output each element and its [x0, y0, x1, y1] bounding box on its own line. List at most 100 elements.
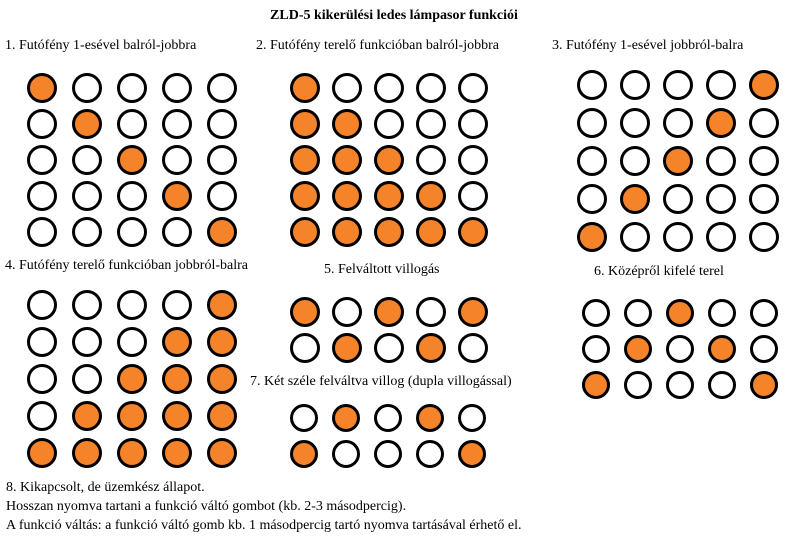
led-off: [458, 73, 488, 103]
led-off: [374, 404, 402, 432]
page-title: ZLD-5 kikerülési ledes lámpasor funkciói: [270, 8, 518, 23]
led-on: [207, 327, 237, 357]
led-on: [162, 327, 192, 357]
led-on: [332, 217, 362, 247]
led-off: [332, 73, 362, 103]
pattern-7-caption: 7. Két széle felváltva villog (dupla vil…: [250, 374, 512, 389]
led-off: [27, 327, 57, 357]
led-off: [162, 290, 192, 320]
led-on: [290, 217, 320, 247]
led-off: [624, 371, 652, 399]
led-off: [706, 70, 736, 100]
led-off: [663, 70, 693, 100]
led-off: [72, 327, 102, 357]
pattern-4-led-grid: [27, 290, 237, 468]
led-on: [458, 217, 488, 247]
led-off: [332, 297, 362, 327]
led-on: [749, 70, 779, 100]
led-off: [458, 109, 488, 139]
led-off: [582, 335, 610, 363]
led-on: [458, 440, 486, 468]
led-off: [27, 109, 57, 139]
led-off: [663, 222, 693, 252]
led-off: [162, 73, 192, 103]
led-on: [207, 438, 237, 468]
led-off: [708, 371, 736, 399]
led-off: [458, 181, 488, 211]
led-off: [416, 109, 446, 139]
led-off: [117, 181, 147, 211]
led-off: [577, 108, 607, 138]
led-off: [27, 145, 57, 175]
led-off: [416, 297, 446, 327]
led-on: [374, 181, 404, 211]
led-off: [458, 333, 488, 363]
led-on: [72, 438, 102, 468]
led-off: [577, 146, 607, 176]
led-on: [458, 297, 488, 327]
pattern-5-caption: 5. Felváltott villogás: [324, 262, 440, 277]
led-off: [117, 327, 147, 357]
led-on: [666, 299, 694, 327]
footer-line-3: A funkció váltás: a funkció váltó gomb k…: [6, 518, 522, 533]
led-off: [207, 145, 237, 175]
led-off: [706, 146, 736, 176]
led-off: [27, 181, 57, 211]
pattern-4-caption: 4. Futófény terelő funkcióban jobbról-ba…: [5, 258, 248, 273]
led-on: [332, 404, 360, 432]
pattern-2-caption: 2. Futófény terelő funkcióban balról-job…: [256, 38, 499, 53]
led-on: [624, 335, 652, 363]
led-on: [577, 222, 607, 252]
led-off: [577, 70, 607, 100]
led-off: [416, 440, 444, 468]
led-on: [207, 217, 237, 247]
led-off: [374, 73, 404, 103]
led-off: [27, 290, 57, 320]
led-off: [117, 290, 147, 320]
led-on: [582, 371, 610, 399]
led-off: [162, 145, 192, 175]
led-on: [207, 290, 237, 320]
led-on: [750, 371, 778, 399]
led-off: [624, 299, 652, 327]
led-off: [749, 108, 779, 138]
led-off: [620, 222, 650, 252]
led-on: [290, 297, 320, 327]
pattern-2-led-grid: [290, 73, 488, 247]
led-off: [708, 299, 736, 327]
led-off: [374, 333, 404, 363]
led-off: [207, 181, 237, 211]
led-off: [750, 299, 778, 327]
led-off: [706, 184, 736, 214]
led-off: [374, 109, 404, 139]
led-off: [374, 440, 402, 468]
led-on: [416, 181, 446, 211]
led-on: [72, 401, 102, 431]
pattern-3-caption: 3. Futófény 1-esével jobbról-balra: [552, 38, 744, 53]
led-off: [458, 404, 486, 432]
led-on: [290, 73, 320, 103]
led-on: [290, 181, 320, 211]
led-on: [374, 217, 404, 247]
led-off: [582, 299, 610, 327]
led-on: [708, 335, 736, 363]
led-on: [162, 181, 192, 211]
led-on: [620, 184, 650, 214]
led-off: [663, 184, 693, 214]
led-off: [72, 364, 102, 394]
footer-line-1: 8. Kikapcsolt, de üzemkész állapot.: [6, 480, 205, 495]
led-off: [620, 70, 650, 100]
led-on: [162, 401, 192, 431]
led-on: [290, 440, 318, 468]
led-off: [416, 73, 446, 103]
led-on: [290, 145, 320, 175]
led-off: [749, 222, 779, 252]
pattern-1-led-grid: [27, 73, 237, 247]
led-off: [72, 181, 102, 211]
led-off: [72, 290, 102, 320]
led-on: [117, 364, 147, 394]
led-off: [666, 371, 694, 399]
led-off: [416, 145, 446, 175]
led-on: [72, 109, 102, 139]
led-off: [162, 109, 192, 139]
